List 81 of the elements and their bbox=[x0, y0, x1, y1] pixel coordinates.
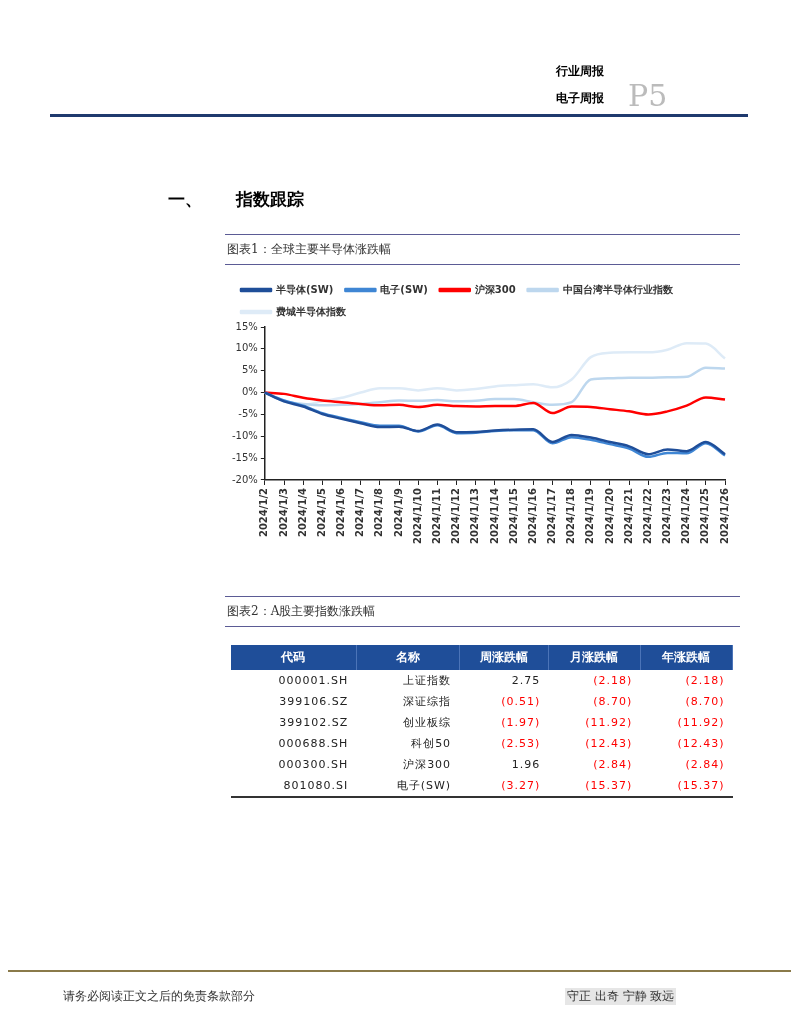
x-tick-label: 2024/1/15 bbox=[507, 487, 519, 544]
text: (1.97) bbox=[501, 716, 541, 729]
text: 电子周报 bbox=[556, 90, 604, 107]
text: (11.92) bbox=[677, 716, 725, 729]
text: (15.37) bbox=[677, 779, 725, 792]
legend-label: 电子(SW) bbox=[380, 283, 428, 295]
x-tick-label: 2024/1/3 bbox=[277, 487, 289, 538]
x-tick-label: 2024/1/11 bbox=[430, 487, 442, 544]
x-tick-label: 2024/1/5 bbox=[315, 487, 327, 538]
text: 请务必阅读正文之后的免责条款部分 bbox=[63, 988, 255, 1005]
x-tick-label: 2024/1/26 bbox=[718, 487, 730, 544]
text: 000688.SH bbox=[278, 737, 349, 750]
category-label: 月涨跌幅 bbox=[548, 645, 641, 670]
text: 守正 出奇 宁静 致远 bbox=[565, 988, 677, 1005]
legend-label: 沪深300 bbox=[473, 283, 516, 295]
legend-label: 中国台湾半导体行业指数 bbox=[562, 283, 674, 295]
x-tick-label: 2024/1/12 bbox=[450, 487, 462, 544]
text: (15.37) bbox=[585, 779, 633, 792]
chart-title: 图表1：全球主要半导体涨跌幅 bbox=[225, 234, 740, 265]
x-tick-label: 2024/1/14 bbox=[488, 487, 500, 544]
legend-label: 费城半导体指数 bbox=[275, 305, 347, 317]
text: 沪深300 bbox=[403, 758, 452, 771]
text: 创业板综 bbox=[403, 716, 452, 729]
text: (2.84) bbox=[593, 758, 633, 771]
text: 2.75 bbox=[511, 674, 541, 687]
y-tick-label: 0% bbox=[241, 386, 258, 398]
text: 399102.SZ bbox=[279, 716, 349, 729]
category-label: 名称 bbox=[356, 645, 460, 670]
y-tick-label: -5% bbox=[238, 408, 258, 420]
x-tick-label: 2024/1/25 bbox=[699, 487, 711, 544]
text: 一、 指数跟踪 bbox=[168, 188, 304, 211]
text: 科创50 bbox=[411, 737, 452, 750]
text: (11.92) bbox=[585, 716, 633, 729]
y-tick-label: -10% bbox=[231, 429, 258, 441]
text: 行业周报 bbox=[556, 63, 604, 80]
text: 000300.SH bbox=[278, 758, 349, 771]
x-tick-label: 2024/1/8 bbox=[373, 487, 385, 538]
text: (8.70) bbox=[593, 695, 633, 708]
y-tick-label: 15% bbox=[235, 320, 258, 332]
text: 电子(SW) bbox=[396, 779, 452, 792]
text: (0.51) bbox=[501, 695, 541, 708]
text: 399106.SZ bbox=[279, 695, 349, 708]
text: (12.43) bbox=[585, 737, 633, 750]
x-tick-label: 2024/1/17 bbox=[546, 487, 558, 544]
category-label: 年涨跌幅 bbox=[640, 645, 733, 670]
x-tick-label: 2024/1/7 bbox=[354, 487, 366, 538]
x-tick-label: 2024/1/22 bbox=[641, 487, 653, 544]
x-tick-label: 2024/1/6 bbox=[335, 487, 347, 538]
x-tick-label: 2024/1/4 bbox=[296, 487, 308, 538]
text: 深证综指 bbox=[403, 695, 452, 708]
text: P5 bbox=[628, 78, 668, 113]
y-tick-label: -20% bbox=[231, 473, 258, 485]
text: 000001.SH bbox=[278, 674, 349, 687]
x-tick-label: 2024/1/10 bbox=[411, 487, 423, 544]
text: 1.96 bbox=[511, 758, 541, 771]
x-tick-label: 2024/1/18 bbox=[565, 487, 577, 544]
y-tick-label: -15% bbox=[231, 451, 258, 463]
text: (12.43) bbox=[677, 737, 725, 750]
x-tick-label: 2024/1/13 bbox=[469, 487, 481, 544]
x-tick-label: 2024/1/21 bbox=[622, 487, 634, 544]
category-label: 代码 bbox=[231, 645, 357, 670]
legend-label: 半导体(SW) bbox=[275, 283, 334, 295]
text: (2.84) bbox=[685, 758, 725, 771]
x-tick-label: 2024/1/24 bbox=[680, 487, 692, 544]
x-tick-label: 2024/1/20 bbox=[603, 487, 615, 544]
x-tick-label: 2024/1/23 bbox=[661, 487, 673, 544]
text: (2.18) bbox=[685, 674, 725, 687]
y-tick-label: 10% bbox=[235, 342, 258, 354]
x-tick-label: 2024/1/19 bbox=[584, 487, 596, 544]
text: (8.70) bbox=[685, 695, 725, 708]
text: (3.27) bbox=[501, 779, 541, 792]
text: 上证指数 bbox=[403, 674, 452, 687]
category-label: 周涨跌幅 bbox=[459, 645, 549, 670]
text: 801080.SI bbox=[283, 779, 349, 792]
x-tick-label: 2024/1/9 bbox=[392, 487, 404, 538]
x-tick-label: 2024/1/16 bbox=[526, 487, 538, 544]
y-tick-label: 5% bbox=[241, 364, 258, 376]
x-tick-label: 2024/1/2 bbox=[258, 487, 270, 538]
text: 图表2：A股主要指数涨跌幅 bbox=[225, 596, 740, 627]
text: (2.18) bbox=[593, 674, 633, 687]
text: (2.53) bbox=[501, 737, 541, 750]
